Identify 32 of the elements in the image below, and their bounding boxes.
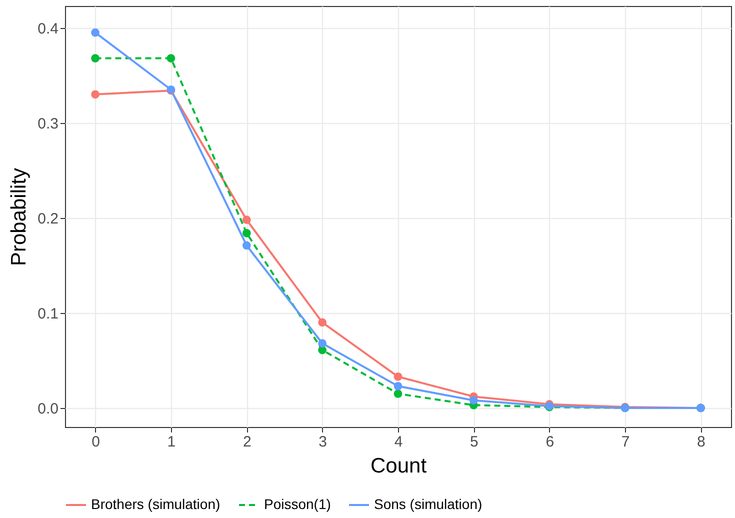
- point: [318, 318, 326, 327]
- x-tick-label: 2: [242, 434, 252, 450]
- point: [394, 372, 402, 381]
- y-tick-label: 0.4: [38, 20, 58, 38]
- y-tick-label: 0.1: [38, 305, 58, 322]
- x-tick-label: 8: [697, 434, 706, 450]
- point: [242, 216, 251, 224]
- x-tick-label: 3: [318, 434, 327, 450]
- x-tick-label: 1: [167, 434, 176, 450]
- x-tick-label: 6: [546, 434, 554, 450]
- point: [91, 54, 100, 62]
- point: [91, 28, 100, 37]
- x-tick-label: 0: [92, 434, 100, 450]
- x-tick-label: 4: [394, 434, 403, 450]
- x-axis-title: Count: [370, 454, 427, 478]
- point: [242, 241, 251, 250]
- point: [394, 390, 402, 398]
- point: [166, 54, 176, 62]
- y-tick-label: 0.2: [38, 210, 58, 228]
- legend-label: Poisson(1): [264, 496, 331, 512]
- point: [242, 228, 251, 238]
- legend-label: Brothers (simulation): [91, 496, 220, 512]
- point: [394, 382, 402, 390]
- legend-label: Sons (simulation): [374, 496, 482, 512]
- x-tick-label: 5: [470, 434, 478, 450]
- y-tick-label: 0.3: [38, 115, 58, 132]
- point: [91, 90, 100, 99]
- point: [318, 339, 326, 348]
- y-axis-title: Probability: [8, 167, 31, 266]
- y-tick-label: 0.0: [38, 400, 58, 418]
- x-tick-label: 7: [621, 434, 630, 450]
- point: [470, 396, 478, 405]
